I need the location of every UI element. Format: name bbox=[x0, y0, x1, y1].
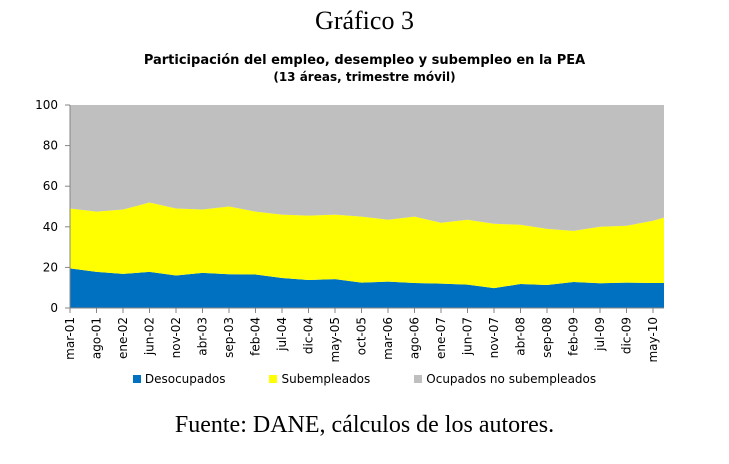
x-tick-label: feb-09 bbox=[567, 317, 581, 356]
x-tick-label: mar-06 bbox=[381, 317, 395, 360]
legend-label-subempleados: Subempleados bbox=[281, 372, 371, 386]
axes: 0 20 40 60 80 100 mar-01 ago-01 ene-02 jun-02 nov-… bbox=[35, 98, 664, 363]
y-tick-label: 100 bbox=[35, 98, 58, 112]
x-tick-label: mar-01 bbox=[63, 317, 77, 360]
x-tick-label: ene-02 bbox=[116, 317, 130, 359]
x-tick-label: ene-07 bbox=[434, 317, 448, 359]
x-tick-label: sep-08 bbox=[540, 317, 554, 358]
x-tick-label: abr-03 bbox=[196, 317, 210, 356]
y-tick-label: 40 bbox=[43, 220, 58, 234]
area-desocupados bbox=[70, 268, 664, 308]
x-tick-label: dic-09 bbox=[620, 317, 634, 354]
x-tick-label: sep-03 bbox=[222, 317, 236, 358]
chart-title: Participación del empleo, desempleo y su… bbox=[143, 53, 586, 68]
x-tick-label: jul-09 bbox=[593, 317, 607, 352]
x-tick-label: abr-08 bbox=[514, 317, 528, 356]
x-tick-label: oct-05 bbox=[355, 317, 369, 355]
legend-swatch-desocupados bbox=[132, 375, 141, 383]
legend-label-ocupados: Ocupados no subempleados bbox=[426, 372, 597, 386]
legend-label-desocupados: Desocupados bbox=[144, 372, 226, 386]
legend-swatch-subempleados bbox=[269, 375, 278, 383]
series-areas bbox=[70, 105, 664, 308]
x-tick-label: ago-01 bbox=[90, 317, 104, 359]
x-tick-label: may-05 bbox=[328, 317, 342, 363]
x-tick-label: dic-04 bbox=[302, 317, 316, 354]
x-tick-label: jun-07 bbox=[461, 317, 475, 356]
x-tick-label: nov-07 bbox=[487, 317, 501, 358]
stacked-area-chart: 0 20 40 60 80 100 mar-01 ago-01 ene-02 jun-02 nov-… bbox=[35, 98, 664, 363]
x-tick-label: ago-06 bbox=[408, 317, 422, 359]
area-subempleados bbox=[70, 202, 664, 289]
x-tick-label: nov-02 bbox=[169, 317, 183, 358]
source-note: Fuente: DANE, cálculos de los autores. bbox=[174, 412, 555, 438]
legend-swatch-ocupados bbox=[414, 375, 423, 383]
area-ocupados-no-subempleados bbox=[70, 105, 664, 231]
legend: Desocupados Subempleados Ocupados no sub… bbox=[0, 372, 729, 386]
x-tick-label: feb-04 bbox=[249, 317, 263, 356]
y-tick-label: 0 bbox=[50, 301, 58, 315]
x-tick-label: may-10 bbox=[646, 317, 660, 363]
y-tick-label: 60 bbox=[43, 179, 58, 193]
legend-item-ocupados: Ocupados no subempleados bbox=[414, 372, 596, 386]
y-tick-label: 20 bbox=[43, 260, 58, 274]
y-tick-label: 80 bbox=[43, 139, 58, 153]
x-tick-label: jul-04 bbox=[275, 317, 289, 352]
legend-item-desocupados: Desocupados bbox=[132, 372, 226, 386]
chart-subtitle: (13 áreas, trimestre móvil) bbox=[273, 70, 456, 84]
x-tick-label: jun-02 bbox=[143, 317, 157, 356]
legend-item-subempleados: Subempleados bbox=[269, 372, 370, 386]
figure-label: Gráfico 3 bbox=[315, 6, 414, 35]
